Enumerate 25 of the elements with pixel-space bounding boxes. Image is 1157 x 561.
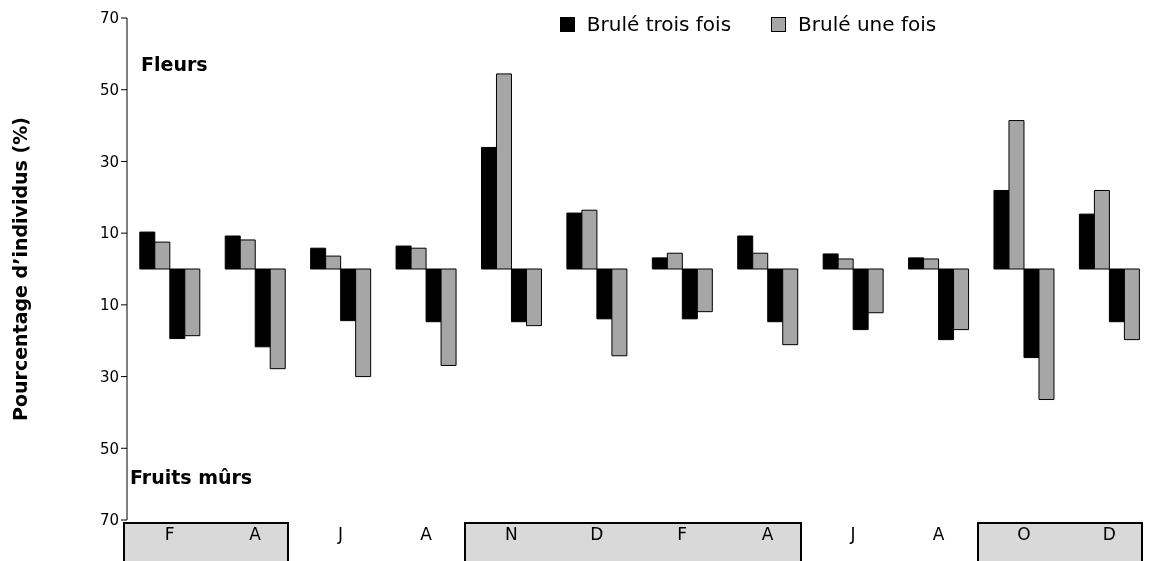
- x-tick-label: D: [590, 524, 604, 545]
- annotation: Fleurs: [141, 53, 208, 75]
- y-tick-label: 10: [99, 296, 119, 315]
- y-tick-label: 30: [99, 152, 119, 171]
- x-tick-label: J: [337, 524, 344, 545]
- annotation: Fruits mûrs: [130, 466, 253, 488]
- x-tick-label: J: [849, 524, 856, 545]
- x-tick-label: A: [420, 524, 433, 545]
- x-tick-label: A: [761, 524, 774, 545]
- y-tick-label: 70: [99, 511, 119, 530]
- y-tick-label: 10: [99, 224, 119, 243]
- x-tick-label: D: [1102, 524, 1116, 545]
- x-tick-label: A: [249, 524, 262, 545]
- y-tick-label: 50: [99, 81, 119, 100]
- x-tick-label: A: [932, 524, 945, 545]
- y-tick-label: 70: [99, 9, 119, 28]
- legend-label: Brulé trois fois: [586, 12, 732, 36]
- x-tick-label: N: [505, 524, 518, 545]
- x-tick-label: F: [164, 524, 175, 545]
- x-tick-label: O: [1017, 524, 1031, 545]
- y-tick-label: 30: [99, 367, 119, 386]
- y-axis-title: Pourcentage d’individus (%): [8, 117, 31, 421]
- legend-label: Brulé une fois: [798, 12, 937, 36]
- y-tick-label: 50: [99, 439, 119, 458]
- x-tick-label: F: [677, 524, 688, 545]
